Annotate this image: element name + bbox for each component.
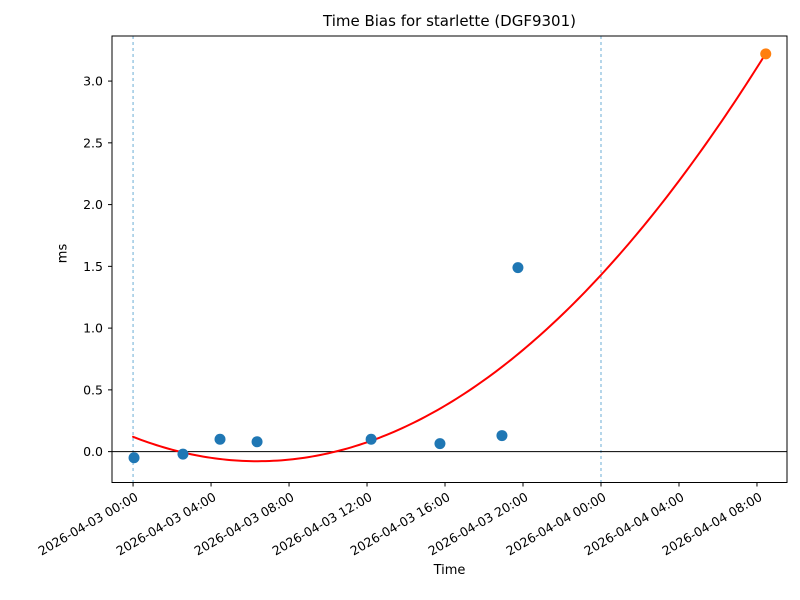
time-bias-observations-point (251, 436, 263, 448)
y-tick-label: 1.5 (83, 259, 103, 274)
x-axis-label: Time (433, 563, 466, 578)
y-tick-label: 2.5 (83, 135, 103, 150)
chart-title: Time Bias for starlette (DGF9301) (323, 12, 576, 30)
time-bias-observations-point (128, 452, 140, 464)
time-bias-observations-point (496, 430, 508, 442)
y-tick-label: 1.0 (83, 321, 103, 336)
fit-curve (132, 54, 766, 463)
y-tick-label: 3.0 (83, 74, 103, 89)
y-tick-label: 0.0 (83, 444, 103, 459)
time-bias-observations-point (434, 438, 446, 450)
y-tick-label: 0.5 (83, 382, 103, 397)
time-bias-observations-point (365, 433, 377, 445)
time-bias-observations-point (512, 262, 524, 274)
time-bias-observations-point (177, 448, 189, 460)
plot-border (111, 35, 788, 483)
y-axis-label: ms (55, 243, 71, 264)
time-bias-observations-point (214, 433, 226, 445)
y-tick-label: 2.0 (83, 197, 103, 212)
latest-observation-point (760, 48, 772, 60)
